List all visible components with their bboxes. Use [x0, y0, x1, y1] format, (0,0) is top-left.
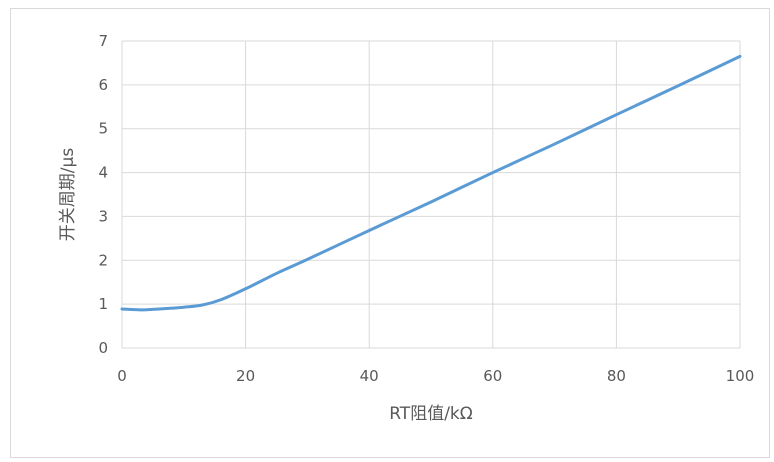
x-tick-label: 20 [236, 367, 255, 385]
y-tick-label: 2 [98, 251, 108, 269]
x-tick-label: 0 [117, 367, 127, 385]
y-tick-label: 4 [98, 164, 108, 182]
series-line [120, 54, 742, 312]
gridlines [121, 40, 741, 349]
x-tick-label: 80 [607, 367, 626, 385]
y-tick-label: 1 [98, 295, 108, 313]
x-tick-labels: 0 20 40 60 80 100 [117, 367, 754, 385]
y-tick-label: 0 [98, 339, 108, 357]
y-tick-label: 3 [98, 207, 108, 225]
x-tick-label: 60 [483, 367, 502, 385]
series-group [120, 54, 742, 312]
y-tick-label: 7 [98, 32, 108, 50]
y-tick-labels: 0 1 2 3 4 5 6 7 [98, 32, 108, 357]
y-tick-label: 5 [98, 120, 108, 138]
chart-frame: 0 1 2 3 4 5 6 7 0 20 40 60 80 100 RT阻值/kΩ 开关周期/µs [10, 8, 770, 458]
line-chart: 0 1 2 3 4 5 6 7 0 20 40 60 80 100 RT阻值/kΩ 开关周期/µs [58, 32, 754, 424]
x-tick-label: 100 [726, 367, 755, 385]
y-tick-label: 6 [98, 76, 108, 94]
x-axis-title: RT阻值/kΩ [389, 404, 473, 424]
y-axis-title: 开关周期/µs [58, 148, 78, 242]
x-tick-label: 40 [360, 367, 379, 385]
